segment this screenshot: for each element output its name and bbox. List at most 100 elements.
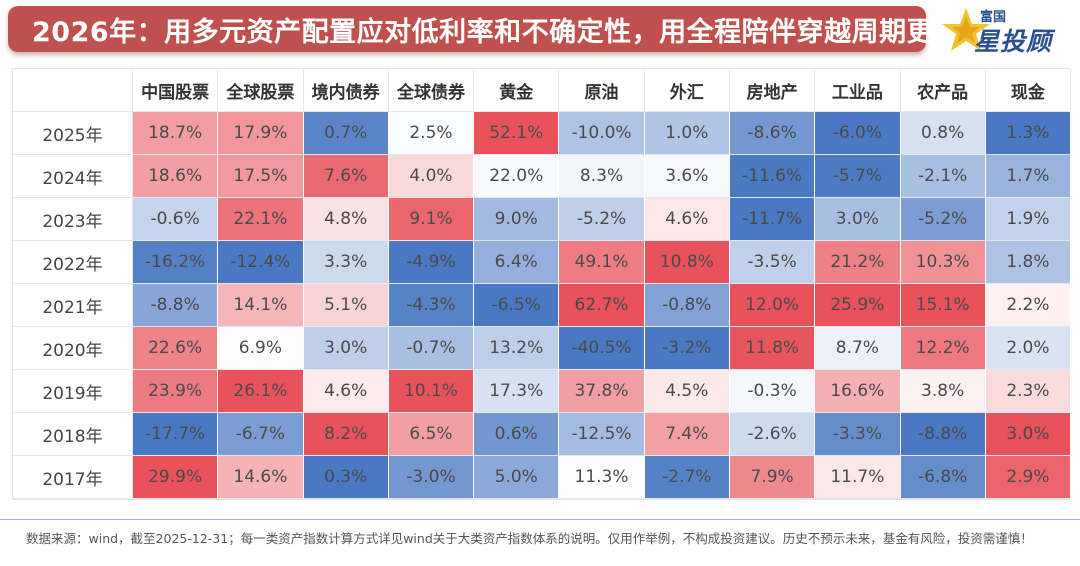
header-row: 中国股票 全球股票 境内债券 全球债券 黄金 原油 外汇 房地产 工业品 农产品 现金	[13, 69, 1072, 112]
table-row: 2019年 23.9% 26.1% 4.6% 10.1% 17.3% 37.8% 4.5% -0…	[13, 370, 1072, 413]
heatmap-cell: 10.3%	[900, 241, 986, 284]
column-header: 现金	[985, 69, 1072, 112]
heatmap-cell: -11.7%	[729, 198, 816, 241]
corner-cell	[13, 69, 133, 112]
heatmap-cell: 25.9%	[815, 284, 901, 327]
heatmap-cell: 1.7%	[985, 155, 1072, 198]
column-header: 境内债券	[303, 69, 389, 112]
heatmap-cell: 17.9%	[218, 112, 304, 155]
heatmap-cell: 8.2%	[303, 413, 389, 456]
table-row: 2021年 -8.8% 14.1% 5.1% -4.3% -6.5% 62.7% -0.8% 1…	[13, 284, 1072, 327]
heatmap-cell: -11.6%	[729, 155, 816, 198]
heatmap-cell: 52.1%	[474, 112, 560, 155]
heatmap-cell: -5.7%	[815, 155, 901, 198]
heatmap-cell: -3.2%	[644, 327, 730, 370]
column-header: 房地产	[729, 69, 816, 112]
footer-disclaimer: 数据来源：wind，截至2025-12-31；每一类资产指数计算方式详见wind…	[26, 531, 1033, 546]
heatmap-cell: 0.8%	[900, 112, 986, 155]
heatmap-cell: 11.7%	[815, 456, 901, 499]
heatmap-cell: 6.4%	[474, 241, 560, 284]
year-label: 2025年	[13, 112, 133, 155]
heatmap-cell: 37.8%	[559, 370, 645, 413]
brand-name-big: 星投顾	[974, 27, 1053, 56]
brand-name-small: 富国	[980, 10, 1007, 25]
heatmap-cell: -5.2%	[900, 198, 986, 241]
heatmap-cell: 0.3%	[303, 456, 389, 499]
heatmap-cell: 9.1%	[388, 198, 475, 241]
heatmap-cell: 15.1%	[900, 284, 986, 327]
heatmap-cell: -2.6%	[729, 413, 816, 456]
heatmap-cell: 62.7%	[559, 284, 645, 327]
heatmap-cell: 1.8%	[985, 241, 1072, 284]
asset-return-heatmap: 中国股票 全球股票 境内债券 全球债券 黄金 原油 外汇 房地产 工业品 农产品 现金 2025年 18…	[12, 68, 1072, 500]
heatmap-cell: 3.6%	[644, 155, 730, 198]
heatmap-cell: 0.7%	[303, 112, 389, 155]
heatmap-cell: 7.4%	[644, 413, 730, 456]
heatmap-cell: 17.5%	[218, 155, 304, 198]
star-icon	[942, 8, 990, 51]
heatmap-cell: 2.9%	[985, 456, 1072, 499]
heatmap-cell: 11.3%	[559, 456, 645, 499]
table-row: 2022年 -16.2% -12.4% 3.3% -4.9% 6.4% 49.1% 10.8%…	[13, 241, 1072, 284]
heatmap-cell: 26.1%	[218, 370, 304, 413]
heatmap-cell: 12.0%	[729, 284, 816, 327]
column-header: 农产品	[900, 69, 986, 112]
heatmap-cell: -4.9%	[388, 241, 475, 284]
heatmap-cell: -2.1%	[900, 155, 986, 198]
heatmap-cell: 6.9%	[218, 327, 304, 370]
heatmap-cell: -6.0%	[815, 112, 901, 155]
heatmap-cell: 5.0%	[474, 456, 560, 499]
heatmap-cell: 4.0%	[388, 155, 475, 198]
heatmap-cell: 2.2%	[985, 284, 1072, 327]
year-label: 2018年	[13, 413, 133, 456]
heatmap-cell: -2.7%	[644, 456, 730, 499]
heatmap-cell: 5.1%	[303, 284, 389, 327]
heatmap-cell: -6.7%	[218, 413, 304, 456]
column-header: 全球股票	[218, 69, 304, 112]
heatmap-cell: 8.3%	[559, 155, 645, 198]
brand-logo: 富国 星投顾	[940, 4, 1075, 56]
year-label: 2017年	[13, 456, 133, 499]
column-header: 工业品	[815, 69, 901, 112]
heatmap-cell: -8.8%	[132, 284, 219, 327]
heatmap-cell: 21.2%	[815, 241, 901, 284]
heatmap-cell: -40.5%	[559, 327, 645, 370]
heatmap-cell: -17.7%	[132, 413, 219, 456]
heatmap-cell: 2.0%	[985, 327, 1072, 370]
heatmap-cell: 3.3%	[303, 241, 389, 284]
year-label: 2020年	[13, 327, 133, 370]
heatmap-cell: 3.8%	[900, 370, 986, 413]
heatmap-cell: -8.6%	[729, 112, 816, 155]
heatmap-cell: 4.6%	[644, 198, 730, 241]
heatmap-cell: -0.3%	[729, 370, 816, 413]
heatmap-cell: 14.6%	[218, 456, 304, 499]
year-label: 2022年	[13, 241, 133, 284]
year-label: 2024年	[13, 155, 133, 198]
heatmap-cell: -3.0%	[388, 456, 475, 499]
column-header: 全球债券	[388, 69, 475, 112]
table-row: 2023年 -0.6% 22.1% 4.8% 9.1% 9.0% -5.2% 4.6% -11.…	[13, 198, 1072, 241]
heatmap-cell: 7.6%	[303, 155, 389, 198]
table-row: 2020年 22.6% 6.9% 3.0% -0.7% 13.2% -40.5% -3.2% 1…	[13, 327, 1072, 370]
heatmap-cell: -10.0%	[559, 112, 645, 155]
heatmap-cell: -0.7%	[388, 327, 475, 370]
heatmap-cell: 7.9%	[729, 456, 816, 499]
heatmap-cell: -8.8%	[900, 413, 986, 456]
heatmap-cell: -4.3%	[388, 284, 475, 327]
heatmap-cell: -12.5%	[559, 413, 645, 456]
year-label: 2023年	[13, 198, 133, 241]
title-banner: 2026年：用多元资产配置应对低利率和不确定性，用全程陪伴穿越周期更迭	[8, 6, 961, 52]
heatmap-cell: 0.6%	[474, 413, 560, 456]
heatmap-cell: 3.0%	[815, 198, 901, 241]
table-row: 2018年 -17.7% -6.7% 8.2% 6.5% 0.6% -12.5% 7.4% -2…	[13, 413, 1072, 456]
heatmap-cell: 18.6%	[132, 155, 219, 198]
heatmap-cell: 10.1%	[388, 370, 475, 413]
heatmap-cell: 4.8%	[303, 198, 389, 241]
heatmap-cell: -0.8%	[644, 284, 730, 327]
heatmap-cell: 9.0%	[474, 198, 560, 241]
heatmap-cell: -6.5%	[474, 284, 560, 327]
heatmap-cell: 1.0%	[644, 112, 730, 155]
heatmap-cell: 1.9%	[985, 198, 1072, 241]
page-title: 2026年：用多元资产配置应对低利率和不确定性，用全程陪伴穿越周期更迭	[32, 16, 962, 48]
footer-divider	[0, 519, 1080, 520]
